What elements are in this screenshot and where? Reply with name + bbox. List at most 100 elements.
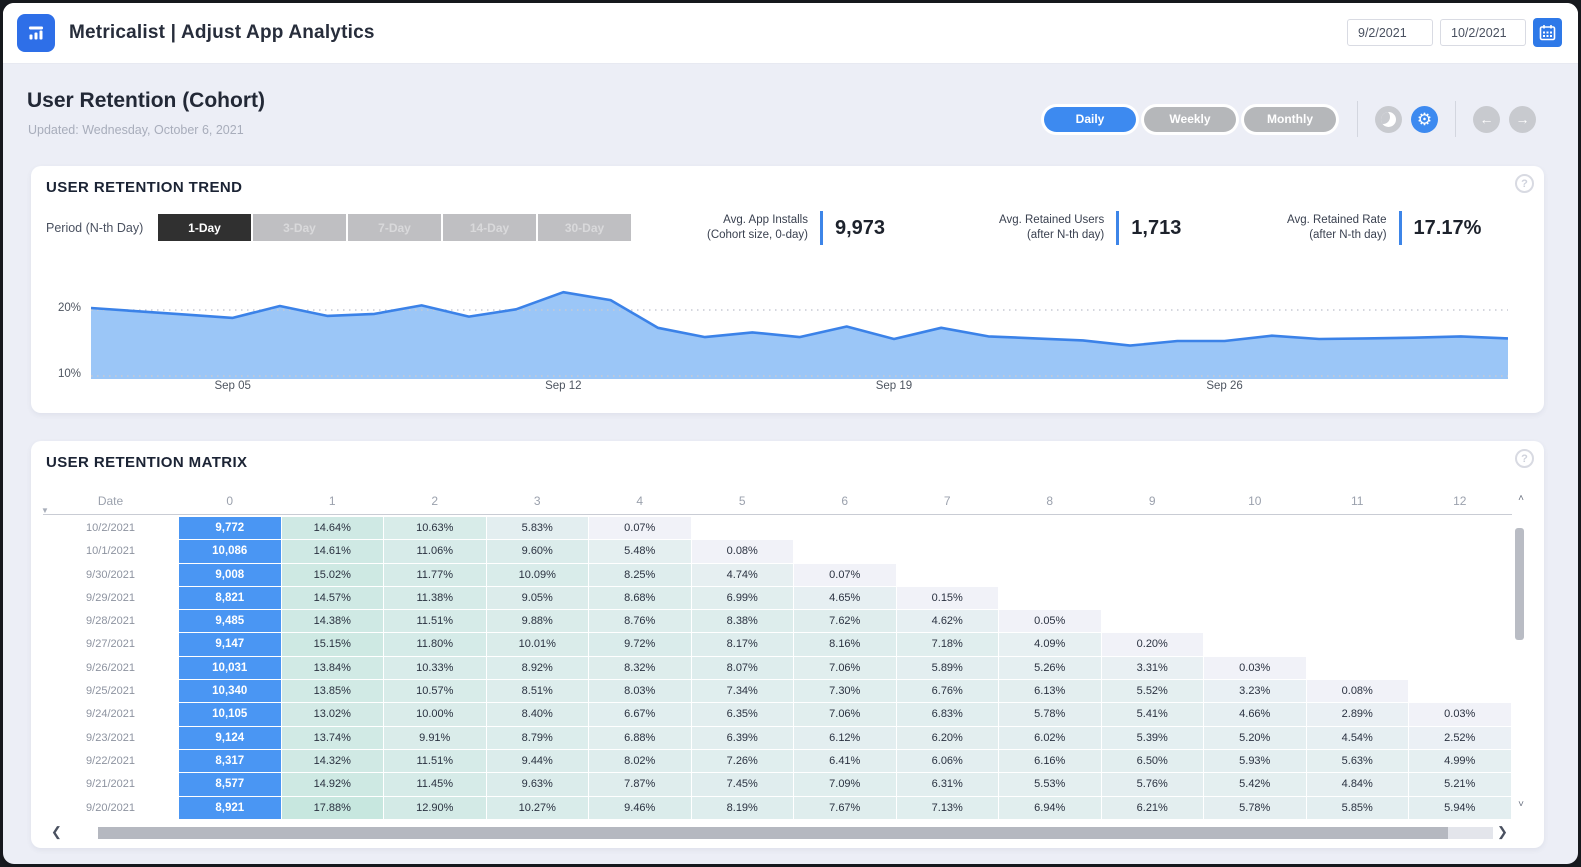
table-row: 9/29/2021 8,821 14.57% 11.38% 9.05% 8.68% 6.99… xyxy=(43,586,1512,610)
toggle-daily[interactable]: Daily xyxy=(1044,106,1136,132)
matrix-cell: 9.44% xyxy=(486,749,588,773)
matrix-cell: 4.65% xyxy=(794,586,896,610)
period-3-day[interactable]: 3-Day xyxy=(253,214,346,241)
table-row: 9/20/2021 8,921 17.88% 12.90% 10.27% 9.46% 8.1… xyxy=(43,796,1512,819)
matrix-cell: 0.15% xyxy=(896,586,998,610)
matrix-cell: 7.13% xyxy=(896,796,998,819)
matrix-cell xyxy=(1204,517,1306,539)
kpi-label: Avg. Retained Users (after N-th day) xyxy=(999,214,1105,241)
matrix-cell: 7.30% xyxy=(794,680,896,703)
matrix-card-title: USER RETENTION MATRIX xyxy=(46,454,248,471)
sort-descending-icon[interactable]: ▼ xyxy=(41,506,49,515)
matrix-cell: 4.99% xyxy=(1409,749,1511,773)
matrix-cell: 7.62% xyxy=(794,610,896,633)
matrix-cell: 5.76% xyxy=(1101,773,1203,796)
matrix-cell: 4.62% xyxy=(896,610,998,633)
matrix-cell xyxy=(897,564,999,586)
scroll-down-icon[interactable]: ˅ xyxy=(1518,799,1524,810)
matrix-cell: 10.00% xyxy=(384,703,486,726)
matrix-cell xyxy=(1409,540,1511,562)
period-30-day[interactable]: 30-Day xyxy=(538,214,631,241)
cohort-size-cell: 8,577 xyxy=(179,773,281,796)
toggle-weekly[interactable]: Weekly xyxy=(1144,106,1236,132)
matrix-cell: 10.57% xyxy=(384,680,486,703)
cohort-size-cell: 9,147 xyxy=(179,633,281,656)
matrix-cell: 14.57% xyxy=(281,586,383,610)
date-to-input[interactable] xyxy=(1440,19,1526,46)
matrix-cell: 14.61% xyxy=(281,540,383,563)
vertical-scrollbar-thumb[interactable] xyxy=(1515,528,1524,640)
matrix-cell: 6.31% xyxy=(896,773,998,796)
matrix-cell xyxy=(1102,540,1204,562)
matrix-cell: 0.03% xyxy=(1204,656,1306,680)
column-header-date: Date ▼ xyxy=(41,491,178,515)
period-7-day[interactable]: 7-Day xyxy=(348,214,441,241)
matrix-cell xyxy=(794,540,896,562)
matrix-cell: 11.06% xyxy=(384,540,486,563)
matrix-cell xyxy=(1102,517,1204,539)
matrix-cell: 10.01% xyxy=(486,633,588,656)
matrix-cell: 11.45% xyxy=(384,773,486,796)
matrix-cell: 6.12% xyxy=(794,726,896,749)
matrix-cell: 9.60% xyxy=(486,540,588,563)
matrix-cell: 0.08% xyxy=(1306,680,1408,703)
settings-button[interactable]: ⚙ xyxy=(1411,105,1438,133)
x-axis-tick: Sep 12 xyxy=(545,380,582,392)
matrix-cell: 6.39% xyxy=(691,726,793,749)
period-14-day[interactable]: 14-Day xyxy=(443,214,536,241)
help-icon[interactable]: ? xyxy=(1515,449,1534,468)
matrix-cell: 5.78% xyxy=(999,703,1101,726)
cohort-size-cell: 9,772 xyxy=(179,517,281,540)
matrix-cell: 0.03% xyxy=(1409,703,1511,726)
moon-icon xyxy=(1381,111,1396,127)
matrix-cell: 13.02% xyxy=(281,703,383,726)
date-range-controls xyxy=(1347,18,1562,47)
matrix-cell: 14.64% xyxy=(281,517,383,540)
toggle-monthly[interactable]: Monthly xyxy=(1244,106,1336,132)
matrix-cell xyxy=(1409,587,1511,609)
horizontal-scrollbar-thumb[interactable] xyxy=(98,827,1448,839)
scroll-up-icon[interactable]: ˄ xyxy=(1518,493,1524,504)
matrix-cell xyxy=(1307,564,1409,586)
matrix-cell: 8.40% xyxy=(486,703,588,726)
matrix-cell: 6.16% xyxy=(999,749,1101,773)
back-button[interactable]: ← xyxy=(1473,105,1500,133)
matrix-cell: 4.54% xyxy=(1306,726,1408,749)
matrix-cell: 5.41% xyxy=(1101,703,1203,726)
matrix-cell: 15.15% xyxy=(281,633,383,656)
table-row: 9/22/2021 8,317 14.32% 11.51% 9.44% 8.02% 7.26… xyxy=(43,749,1512,773)
x-axis-tick: Sep 26 xyxy=(1206,380,1243,392)
matrix-body: 10/2/2021 9,772 14.64% 10.63% 5.83% 0.07% 10/1… xyxy=(43,517,1512,820)
divider xyxy=(1357,101,1358,137)
matrix-cell: 2.89% xyxy=(1306,703,1408,726)
matrix-cell: 5.48% xyxy=(589,540,691,563)
dark-mode-button[interactable] xyxy=(1375,105,1402,133)
matrix-cell xyxy=(1307,610,1409,632)
matrix-cell: 8.51% xyxy=(486,680,588,703)
cohort-size-cell: 8,317 xyxy=(179,749,281,773)
date-from-input[interactable] xyxy=(1347,19,1433,46)
scroll-left-icon[interactable]: ❮ xyxy=(51,824,62,839)
cohort-size-cell: 10,086 xyxy=(179,540,281,563)
matrix-cell: 5.83% xyxy=(486,517,588,540)
calendar-button[interactable] xyxy=(1533,18,1562,47)
matrix-cell: 4.09% xyxy=(999,633,1101,656)
row-date: 9/27/2021 xyxy=(86,638,135,651)
column-header-day-1: 1 xyxy=(328,494,336,508)
matrix-cell: 6.35% xyxy=(691,703,793,726)
scroll-right-icon[interactable]: ❯ xyxy=(1497,824,1508,839)
help-icon[interactable]: ? xyxy=(1515,174,1534,193)
kpi-accent-bar xyxy=(1398,211,1402,245)
matrix-cell xyxy=(897,517,999,539)
matrix-cell: 5.20% xyxy=(1204,726,1306,749)
horizontal-scrollbar-track[interactable] xyxy=(98,827,1493,839)
period-1-day[interactable]: 1-Day xyxy=(158,214,251,241)
cohort-size-cell: 8,821 xyxy=(179,586,281,610)
forward-button[interactable]: → xyxy=(1509,105,1536,133)
kpi-label: Avg. App Installs (Cohort size, 0-day) xyxy=(707,214,808,241)
matrix-cell xyxy=(1204,587,1306,609)
matrix-cell xyxy=(1204,633,1306,655)
matrix-cell: 6.67% xyxy=(589,703,691,726)
divider xyxy=(1455,101,1456,137)
column-header-day-6: 6 xyxy=(841,494,849,508)
